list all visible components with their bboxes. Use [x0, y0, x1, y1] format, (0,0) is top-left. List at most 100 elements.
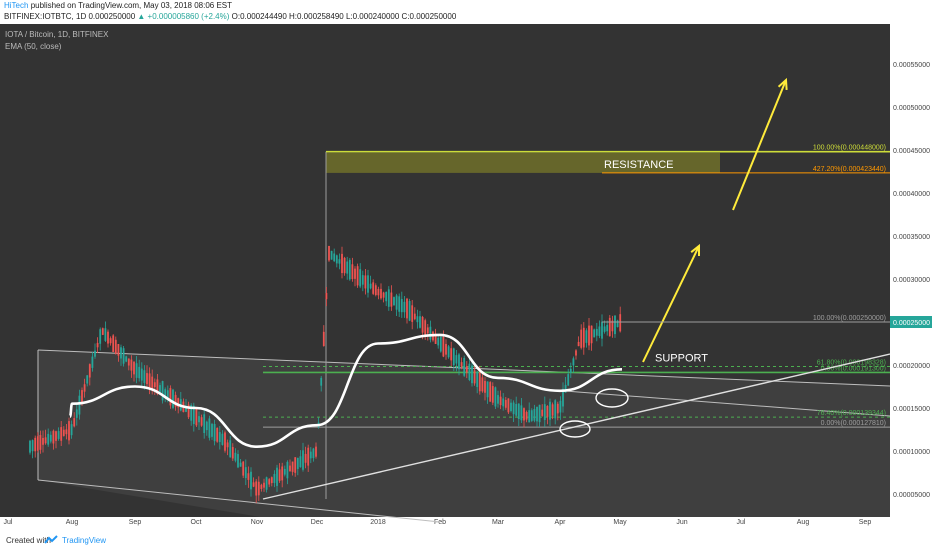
candle-body — [299, 456, 302, 468]
candle-body — [468, 363, 471, 381]
fib-level-label: 100.00%(0.000250000) — [813, 315, 886, 322]
candle-body — [273, 473, 276, 483]
candle-body — [411, 305, 414, 322]
candle-body — [484, 380, 486, 393]
x-tick-label: Jul — [4, 519, 13, 526]
candle-body — [36, 436, 39, 451]
candle-body — [52, 430, 55, 444]
fib-level-label: 0.00%(0.000191300) — [821, 365, 886, 372]
candle-body — [138, 366, 141, 379]
y-tick-label: 0.00010000 — [893, 449, 930, 456]
candle-body — [148, 373, 151, 388]
y-tick-label: 0.00045000 — [893, 148, 930, 155]
tradingview-brand[interactable]: TradingView — [62, 536, 107, 545]
candle-body — [473, 370, 476, 384]
price-chart[interactable]: IOTA / Bitcoin, 1D, BITFINEX EMA (50, cl… — [0, 19, 932, 526]
symbol-info: BITFINEX:IOTBTC, 1D 0.000250000 ▲ +0.000… — [4, 12, 456, 21]
candle-body — [380, 288, 382, 299]
candle-body — [221, 433, 224, 445]
time-axis — [0, 517, 890, 526]
fib-level-label: 100.00%(0.000448000) — [813, 145, 886, 152]
candle-body — [242, 461, 245, 476]
candle-body — [294, 457, 297, 473]
candle-body — [268, 479, 271, 485]
y-tick-label: 0.00015000 — [893, 406, 930, 413]
candle-body — [260, 484, 263, 489]
candle-body — [153, 382, 156, 388]
candle-body — [559, 400, 562, 413]
candle-body — [372, 282, 375, 294]
candle-body — [369, 283, 372, 289]
fib-level-label: 0.00%(0.000127810) — [821, 420, 886, 427]
candle-body — [315, 446, 317, 457]
candle-body — [62, 429, 65, 436]
candle-body — [257, 481, 260, 496]
candle-body — [442, 336, 445, 357]
arrow-to-resistance — [642, 245, 700, 363]
candle-body — [216, 427, 219, 442]
candle-body — [452, 348, 455, 366]
candle-body — [351, 264, 354, 280]
candle-body — [398, 296, 401, 312]
candle-body — [556, 403, 559, 414]
candle-body — [44, 437, 47, 444]
candle-body — [359, 269, 362, 287]
chart-area[interactable]: IOTA / Bitcoin, 1D, BITFINEX EMA (50, cl… — [0, 19, 932, 526]
candle-body — [549, 401, 551, 420]
candle-body — [598, 326, 601, 337]
x-tick-label: Jun — [676, 519, 687, 526]
x-axis-ticks: Jul Aug Sep Oct Nov Dec 2018 Feb Mar Apr May Jun Jul… — [4, 519, 872, 526]
candle-body — [34, 437, 37, 452]
candle-body — [164, 389, 167, 397]
candle-body — [94, 350, 96, 357]
candle-body — [367, 275, 369, 293]
candle-body — [465, 366, 468, 373]
x-tick-label: 2018 — [370, 519, 386, 526]
arrow-to-target-head — [777, 77, 788, 91]
candle-body — [616, 320, 619, 328]
candle-body — [161, 381, 164, 401]
candle-body — [96, 342, 99, 348]
candle-body — [255, 481, 258, 496]
candle-body — [205, 421, 208, 431]
candle-body — [478, 372, 481, 392]
candle-body — [174, 394, 177, 407]
candle-body — [346, 261, 349, 274]
channel-mid-line — [564, 390, 891, 417]
support-label: SUPPORT — [655, 352, 708, 364]
indicator-label: EMA (50, close) — [5, 42, 62, 51]
y-tick-label: 0.00030000 — [893, 277, 930, 284]
candle-body — [546, 405, 549, 417]
price-axis — [890, 24, 932, 526]
candle-body — [117, 344, 120, 356]
resistance-zone — [326, 152, 720, 173]
x-tick-label: Jul — [737, 519, 746, 526]
candle-body — [538, 404, 541, 423]
candle-body — [109, 338, 112, 344]
candle-body — [276, 467, 278, 486]
candle-body — [101, 328, 104, 335]
candle-body — [564, 384, 567, 393]
candle-body — [536, 407, 538, 422]
candle-body — [424, 320, 427, 335]
candle-body — [140, 368, 143, 381]
candle-body — [528, 410, 531, 423]
x-tick-label: Oct — [191, 519, 202, 526]
candle-body — [229, 440, 232, 458]
candle-body — [247, 473, 250, 480]
author-link[interactable]: HiTech — [4, 1, 29, 10]
y-tick-label: 0.00050000 — [893, 105, 930, 112]
last-price-label: 0.00025000 — [893, 320, 930, 327]
fib-level-label: 76.40%(0.000139344) — [817, 410, 886, 417]
candle-body — [554, 400, 557, 419]
candle-body — [192, 405, 195, 424]
candle-body — [328, 245, 330, 261]
candle-body — [291, 461, 294, 472]
fib-level-label: 427.20%(0.000423440) — [813, 166, 886, 173]
chart-header: HiTech published on TradingView.com, May… — [0, 0, 932, 24]
candle-body — [57, 431, 60, 439]
candle-body — [520, 405, 523, 421]
candle-body — [281, 466, 284, 481]
candle-body — [198, 416, 200, 423]
x-tick-label: Aug — [66, 519, 79, 526]
